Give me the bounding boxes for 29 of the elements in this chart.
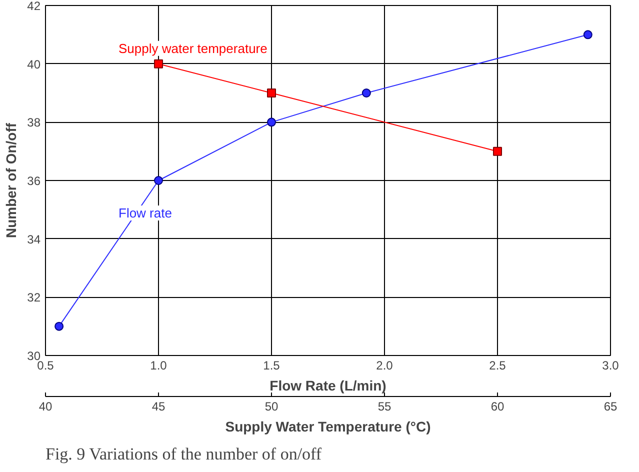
x-tick-label: 2.5 (489, 358, 506, 372)
x-tick-label: 1.0 (150, 358, 168, 372)
point (583, 30, 592, 40)
point (54, 322, 64, 331)
x2-tick-label: 45 (152, 400, 166, 414)
x-tick-label: 1.5 (263, 358, 280, 372)
y-tick-label: 42 (27, 0, 41, 13)
series-label: Flow rate (118, 206, 172, 220)
x-tick-label: 2.0 (376, 358, 394, 372)
y-tick-label: 38 (27, 116, 41, 130)
x2-tick-label: 40 (38, 400, 52, 414)
y-tick-label: 36 (27, 174, 41, 188)
x2-tick-label: 55 (378, 400, 392, 414)
x-axis-title: Flow Rate (L/min) (270, 378, 386, 394)
y-tick-label: 34 (27, 232, 41, 246)
x-tick-label: 3.0 (602, 358, 620, 372)
x2-tick-label: 50 (264, 400, 278, 414)
point (267, 118, 276, 127)
y-tick-label: 40 (27, 57, 41, 72)
y-axis-title: Number of On/off (3, 122, 20, 238)
point (154, 176, 163, 185)
x2-axis-title: Supply Water Temperature (°C) (225, 418, 431, 434)
x2-tick-label: 65 (604, 400, 618, 414)
series-label: Supply water temperature (118, 40, 268, 56)
caption: Fig. 9 Variations of the number of on/off (46, 444, 322, 464)
x2-tick-label: 60 (490, 400, 504, 414)
x-tick-label: 0.5 (37, 358, 54, 372)
y-tick-label: 32 (27, 290, 41, 305)
point (362, 88, 371, 98)
